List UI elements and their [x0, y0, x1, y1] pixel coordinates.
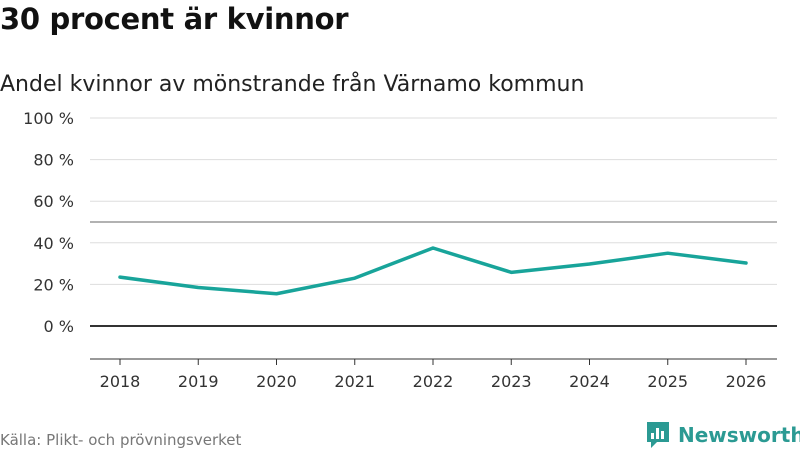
data-point [666, 251, 670, 255]
chart-subtitle: Andel kvinnor av mönstrande från Värnamo… [0, 72, 585, 97]
x-tick-label: 2023 [491, 372, 532, 391]
data-point [196, 286, 200, 290]
x-tick-label: 2022 [413, 372, 454, 391]
data-point [353, 276, 357, 280]
source-note: Källa: Plikt- och prövningsverket [0, 431, 242, 449]
x-tick-label: 2020 [256, 372, 297, 391]
data-point [118, 275, 122, 279]
x-tick-label: 2025 [647, 372, 688, 391]
data-point [275, 292, 278, 296]
x-tick-label: 2021 [334, 372, 375, 391]
x-tick-label: 2019 [178, 372, 219, 391]
data-point [431, 246, 435, 250]
y-tick-label: 20 % [33, 275, 74, 294]
y-tick-label: 60 % [33, 192, 74, 211]
newsworthy-logo-icon [647, 422, 669, 448]
data-point [744, 261, 748, 265]
y-tick-label: 80 % [33, 151, 74, 170]
y-tick-label: 40 % [33, 234, 74, 253]
line-chart: 0 % 20 % 40 % 60 % 80 % 100 % 2018 2019 2020 2021… [23, 109, 777, 391]
brand-logo: Newsworthy [645, 421, 800, 449]
y-tick-label: 0 % [44, 317, 74, 336]
x-tick-label: 2018 [100, 372, 141, 391]
x-tick-label: 2024 [569, 372, 610, 391]
chart-title: 30 procent är kvinnor [0, 2, 349, 36]
series-line [118, 246, 748, 296]
data-point [509, 270, 513, 274]
brand-name: Newsworthy [678, 423, 800, 447]
data-point [588, 262, 591, 266]
y-tick-label: 100 % [23, 109, 74, 128]
x-tick-label: 2026 [726, 372, 767, 391]
